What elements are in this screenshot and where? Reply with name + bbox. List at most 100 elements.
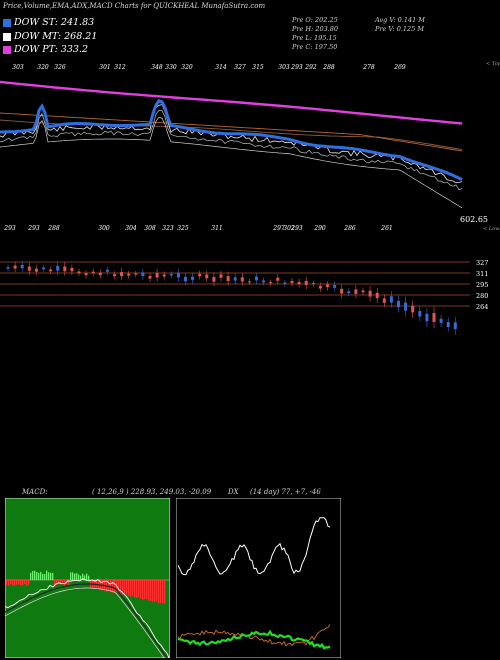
adx-plus-di-line	[177, 624, 331, 647]
macd-histogram-bar	[162, 580, 164, 604]
macd-histogram-bar	[110, 580, 112, 593]
candle-body	[120, 272, 124, 277]
candle-body	[212, 276, 216, 282]
macd-histogram-bar	[144, 580, 146, 600]
candle-body	[411, 305, 415, 313]
price-level-label: 280	[476, 292, 488, 300]
ema-top-label: 269	[393, 64, 406, 71]
candle-body	[191, 276, 195, 280]
macd-histogram-bar	[156, 580, 158, 602]
candle-body	[347, 291, 351, 294]
macd-histogram-bar	[140, 580, 142, 599]
candle-body	[404, 302, 408, 311]
candle-body	[290, 280, 294, 284]
ema-low-label: 293	[27, 225, 40, 232]
macd-histogram-bar	[154, 580, 156, 603]
ema-low-label: 288	[47, 225, 60, 232]
macd-histogram-bar	[142, 580, 144, 600]
candle-body	[56, 265, 60, 271]
pre-high: Pre H: 203.80	[292, 25, 339, 33]
candle-body	[446, 322, 450, 328]
macd-histogram-bar	[32, 570, 34, 580]
price-chart: 303 320 326 301 312 348 330 320 314 327 315 303 293 2…	[0, 61, 500, 335]
ema-top-label: 303	[278, 64, 290, 71]
macd-panel	[5, 498, 170, 658]
candle-body	[318, 285, 322, 289]
macd-histogram-bar	[68, 580, 70, 586]
macd-params: ( 12,26,9 ) 228.93, 249.03, -20.09	[92, 488, 212, 496]
ema-top-label: 288	[322, 64, 335, 71]
macd-histogram-bar	[152, 580, 154, 602]
ema-top-label: 327	[234, 64, 246, 71]
macd-histogram-bar	[64, 580, 66, 586]
macd-histogram-bar	[22, 580, 24, 586]
macd-histogram-bar	[56, 580, 58, 585]
ema-top-label: 315	[252, 64, 264, 71]
macd-histogram-bar	[128, 580, 130, 596]
ema-short-line	[0, 99, 463, 181]
candle-body	[333, 285, 337, 288]
macd-extra-line	[5, 587, 165, 658]
macd-histogram-bar	[136, 580, 138, 598]
candle-body	[34, 268, 38, 272]
macd-histogram-bar	[158, 580, 160, 604]
adx-panel	[176, 498, 341, 658]
candle-body	[439, 318, 443, 323]
candle-body	[233, 277, 237, 281]
ema-last-value: 602.65	[460, 215, 488, 224]
pre-low: Pre L: 195.15	[292, 34, 337, 42]
candle-body	[127, 273, 131, 276]
legend-swatch-mt	[3, 32, 11, 41]
macd-line	[5, 578, 170, 658]
ema-low-label: 304	[125, 225, 137, 232]
candle-body	[354, 289, 358, 294]
ema-top-label: 320	[37, 64, 49, 71]
candle-body	[269, 282, 273, 284]
candle-body	[389, 296, 393, 303]
macd-histogram-bar	[102, 580, 104, 590]
macd-histogram-bar	[8, 580, 10, 586]
ema-low-label: 286	[343, 225, 356, 232]
macd-histogram-bar	[88, 575, 90, 580]
macd-histogram-bar	[84, 575, 86, 580]
candle-body	[113, 274, 116, 277]
macd-histogram-bar	[10, 580, 12, 585]
ema-orange-line	[0, 112, 463, 152]
adx-line	[177, 517, 331, 576]
price-level-label: 264	[476, 303, 488, 311]
macd-histogram-bar	[124, 580, 126, 596]
candle-body	[368, 290, 372, 297]
candle-body	[77, 271, 81, 274]
macd-histogram-bar	[54, 580, 56, 586]
candle-body	[361, 290, 365, 293]
macd-histogram-bar	[114, 580, 116, 593]
macd-background	[5, 498, 170, 658]
ema-low-label: 261	[380, 225, 392, 232]
ema-top-label: 314	[215, 64, 227, 71]
macd-histogram-bar	[134, 580, 136, 598]
macd-histogram-bar	[44, 573, 46, 580]
candle-body	[20, 264, 24, 269]
ema-top-label: 292	[304, 64, 317, 71]
macd-histogram-bar	[6, 580, 8, 586]
ema-top-label: 330	[165, 64, 177, 71]
macd-label: MACD:	[22, 488, 48, 496]
ema-low-label: 308	[144, 225, 156, 232]
candle-body	[141, 272, 145, 277]
macd-histogram-bar	[48, 572, 50, 580]
chart-title: Price,Volume,EMA,ADX,MACD Charts for QUI…	[3, 2, 266, 10]
candle-body	[375, 292, 379, 299]
candle-body	[326, 284, 329, 288]
macd-histogram-bar	[72, 572, 74, 580]
ema-mid-line	[0, 110, 463, 191]
macd-histogram-bar	[38, 572, 40, 580]
macd-histogram-bar	[50, 572, 52, 580]
candle-body	[226, 276, 230, 282]
macd-histogram-bar	[138, 580, 140, 597]
ema-top-label: 303	[12, 64, 24, 71]
ema-top-label: 326	[54, 64, 66, 71]
candle-body	[27, 266, 31, 271]
candle-body	[148, 275, 152, 279]
avg-volume: Avg V: 0.141 M	[375, 16, 425, 24]
macd-histogram-bar	[76, 573, 78, 580]
